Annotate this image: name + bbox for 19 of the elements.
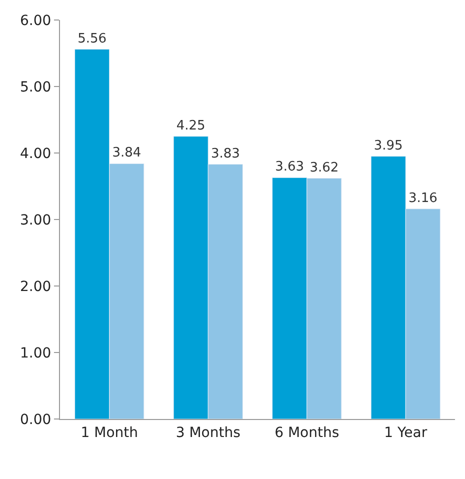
y-tick-label: 4.00: [20, 146, 52, 162]
y-tick-label: 3.00: [20, 212, 52, 228]
data-label: 3.62: [310, 160, 339, 176]
y-tick-label: 2.00: [20, 278, 52, 295]
y-tick-label: 1.00: [20, 345, 52, 362]
y-tick-label: 5.00: [20, 79, 52, 96]
data-label: 3.84: [112, 146, 142, 161]
x-tick-label: 1 Month: [80, 424, 138, 441]
x-tick-label: 1 Year: [384, 424, 428, 441]
data-label: 3.16: [408, 190, 438, 206]
y-tick-label: 0.00: [20, 412, 52, 428]
y-tick-label: 6.00: [20, 12, 52, 29]
x-tick-label: 3 Months: [176, 424, 240, 441]
data-label: 3.95: [374, 138, 403, 154]
data-label: 4.25: [176, 118, 206, 134]
data-label: 3.83: [210, 146, 240, 162]
data-label: 3.63: [275, 160, 304, 175]
x-tick-label: 6 Months: [274, 424, 340, 441]
data-label: 5.56: [78, 31, 107, 46]
